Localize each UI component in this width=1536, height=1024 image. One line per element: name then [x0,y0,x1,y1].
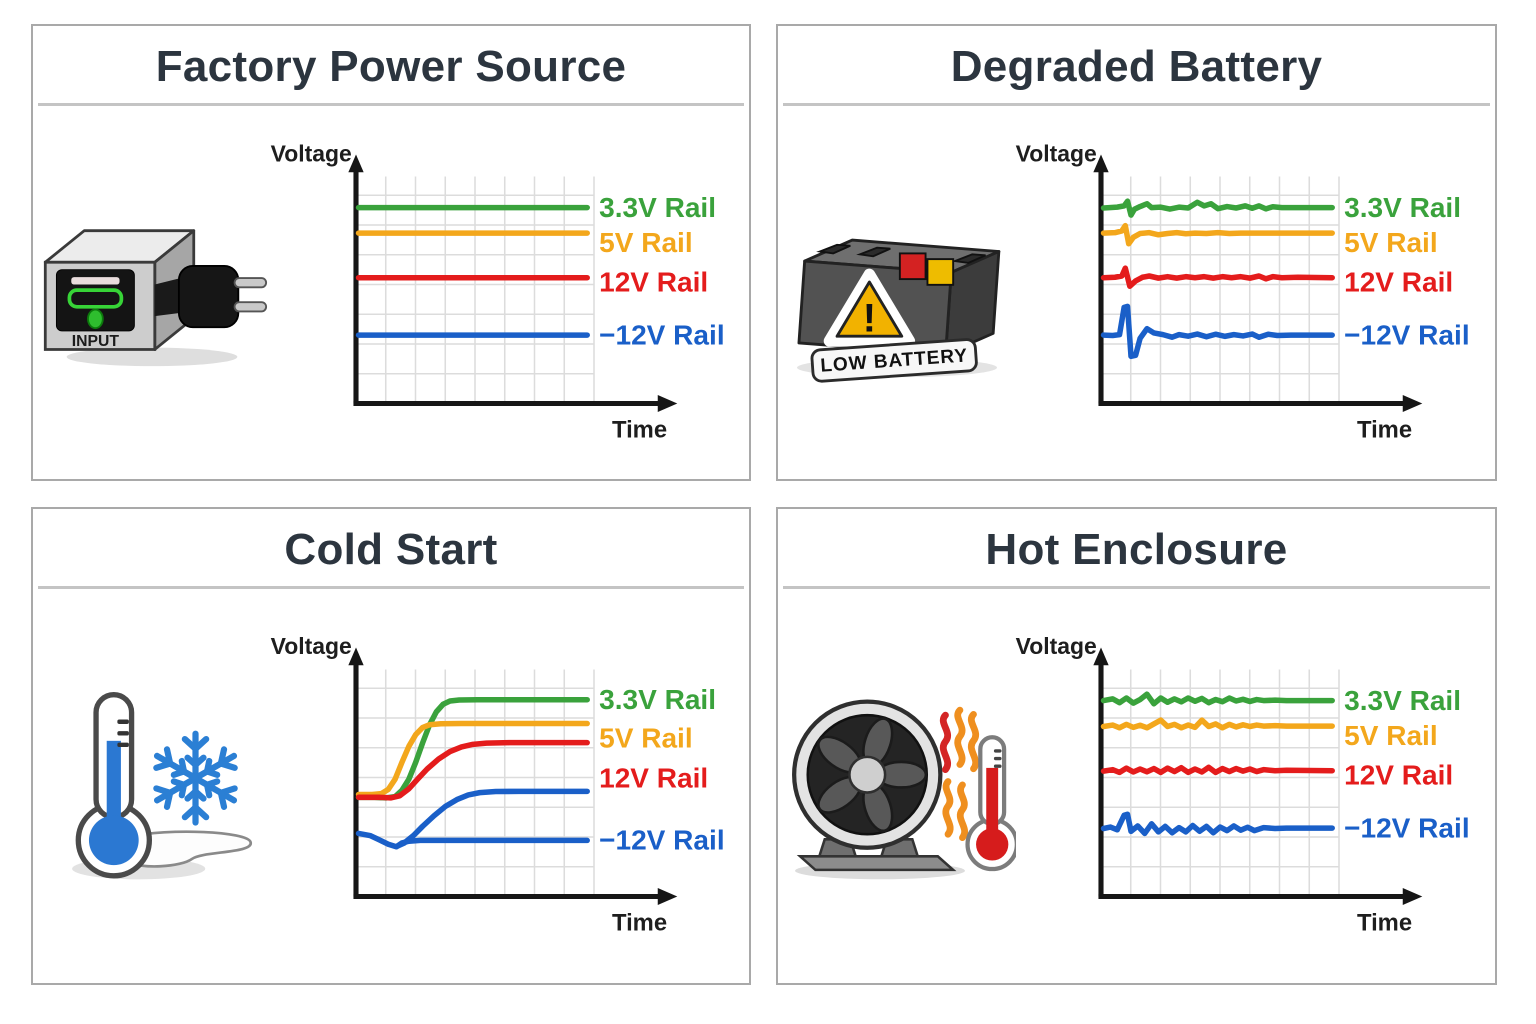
panel-hot-enclosure: Hot Enclosure [776,507,1497,985]
voltage-chart-factory: Voltage Time 3.3V Rail 5V Rail 12V Rail −12V … [271,140,725,443]
svg-text:Time: Time [1357,910,1412,937]
title-divider [783,103,1490,106]
svg-text:−12V Rail: −12V Rail [599,825,725,856]
fan-icon [792,699,957,872]
title-divider [38,586,744,589]
chart-box: Voltage Time 3.3V Rail 5V Rail 12V Rail −12V … [271,140,749,443]
panel-title-factory: Factory Power Source [155,42,627,91]
hot-thermometer-icon [965,735,1016,872]
low-battery-plate: LOW BATTERY [810,338,978,383]
svg-text:12V Rail: 12V Rail [1344,759,1453,790]
svg-text:5V Rail: 5V Rail [599,227,693,258]
snowflake-icon [152,730,240,823]
chart-box: Voltage Time 3.3V Rail 5V Rail 12V Rail −12V … [271,633,749,937]
adapter-body-icon: INPUT [43,228,196,351]
svg-text:Time: Time [612,910,667,937]
svg-text:12V Rail: 12V Rail [599,266,708,297]
shadow [66,347,238,366]
voltage-chart-degraded: Voltage Time 3.3V Rail 5V Rail 12V Rail −12V … [1016,140,1470,443]
panel-body: INPUT Voltage Time 3.3V Rail 5V Rail 12V Rai… [33,106,749,479]
svg-text:5V Rail: 5V Rail [1344,720,1438,751]
warning-exclamation: ! [863,297,876,341]
panel-title-hot: Hot Enclosure [985,525,1288,574]
adapter-input-label: INPUT [72,332,120,349]
icon-box: ! LOW BATTERY [778,202,1016,383]
voltage-chart-cold: Voltage Time 3.3V Rail 5V Rail 12V Rail −12V … [271,633,725,937]
svg-text:Voltage: Voltage [1016,140,1097,166]
chart-box: Voltage Time 3.3V Rail 5V Rail 12V Rail −12V … [1016,140,1495,443]
svg-text:Time: Time [612,416,667,443]
figure-grid: Factory Power Source INPUT [31,24,1497,985]
panel-body: Voltage Time 3.3V Rail 5V Rail 12V Rail −12V … [778,589,1495,983]
svg-text:3.3V Rail: 3.3V Rail [1344,191,1461,222]
svg-text:3.3V Rail: 3.3V Rail [1344,685,1461,716]
svg-text:−12V Rail: −12V Rail [1344,319,1470,350]
low-battery-icon: ! LOW BATTERY [797,238,1001,383]
icon-box: INPUT [33,214,271,372]
voltage-chart-hot: Voltage Time 3.3V Rail 5V Rail 12V Rail −12V … [1016,633,1470,937]
warning-triangle-icon: ! [823,268,916,347]
svg-text:−12V Rail: −12V Rail [599,319,725,350]
panel-degraded-battery: Degraded Battery [776,24,1497,481]
title-divider [38,103,744,106]
chart-box: Voltage Time 3.3V Rail 5V Rail 12V Rail −12V … [1016,633,1495,937]
panel-body: ! LOW BATTERY Voltage Time 3.3V Rail 5V Rai… [778,106,1495,479]
svg-text:12V Rail: 12V Rail [1344,266,1453,297]
cold-thermometer-icon [72,691,252,880]
svg-text:5V Rail: 5V Rail [1344,227,1438,258]
heat-waves-icon [939,706,980,842]
svg-text:−12V Rail: −12V Rail [1344,812,1470,843]
panel-factory-power-source: Factory Power Source INPUT [31,24,751,481]
svg-text:12V Rail: 12V Rail [599,762,708,793]
svg-text:3.3V Rail: 3.3V Rail [599,684,716,715]
panel-title-cold: Cold Start [284,525,498,574]
yellow-indicator-square [926,258,955,286]
fan-and-hot-thermometer-icon [792,699,1016,880]
svg-text:3.3V Rail: 3.3V Rail [599,191,716,222]
svg-text:Voltage: Voltage [271,633,352,659]
power-adapter-icon: INPUT [43,228,268,366]
svg-text:5V Rail: 5V Rail [599,723,693,754]
panel-cold-start: Cold Start [31,507,751,985]
thermometer-icon [75,691,152,879]
icon-box [778,688,1016,884]
svg-text:Voltage: Voltage [271,140,352,166]
panel-body: Voltage Time 3.3V Rail 5V Rail 12V Rail −12V … [33,589,749,983]
svg-text:Voltage: Voltage [1016,633,1097,659]
plug-icon [154,264,268,328]
title-divider [783,586,1490,589]
red-indicator-square [898,252,927,281]
panel-title-degraded: Degraded Battery [950,42,1323,91]
icon-box [33,684,271,888]
svg-text:Time: Time [1357,416,1412,443]
